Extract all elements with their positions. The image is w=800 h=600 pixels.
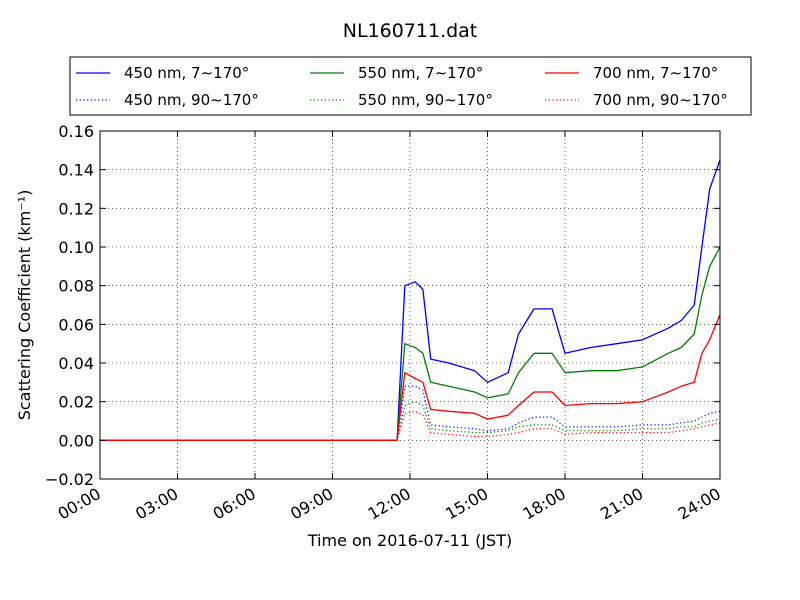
y-tick-label: 0.12	[58, 199, 94, 218]
legend: 450 nm, 7∼170° 550 nm, 7∼170° 700 nm, 7∼17…	[69, 56, 752, 116]
legend-label: 700 nm, 7∼170°	[593, 64, 718, 82]
y-tick-label: 0.16	[58, 122, 94, 141]
ticks	[99, 130, 721, 480]
series-line	[100, 385, 721, 441]
y-tick-label: 0.00	[58, 431, 94, 450]
y-tick-label: 0.14	[58, 161, 94, 180]
grid	[100, 131, 720, 479]
y-tick-label: 0.08	[58, 277, 94, 296]
x-tick-label: 03:00	[132, 484, 181, 524]
x-tick-label: 15:00	[442, 484, 491, 524]
y-tick-label: 0.04	[58, 354, 94, 373]
series-line	[100, 246, 721, 441]
series-layer	[100, 159, 721, 441]
x-tick-label: 09:00	[287, 484, 336, 524]
y-tick-labels: −0.02 0.00 0.02 0.04 0.06 0.08 0.10 0.12 0.14 0.1…	[45, 122, 94, 489]
x-axis-title: Time on 2016-07-11 (JST)	[307, 531, 512, 550]
legend-label: 450 nm, 90∼170°	[124, 91, 259, 109]
x-tick-label: 24:00	[675, 484, 724, 524]
legend-label: 450 nm, 7∼170°	[124, 64, 249, 82]
legend-label: 550 nm, 7∼170°	[358, 64, 483, 82]
x-tick-label: 06:00	[210, 484, 259, 524]
plot-area: 00:00 03:00 06:00 09:00 12:00 15:00 18:00 21:00…	[45, 122, 724, 524]
legend-label: 550 nm, 90∼170°	[358, 91, 493, 109]
y-tick-label: −0.02	[45, 470, 94, 489]
x-tick-label: 18:00	[520, 484, 569, 524]
x-tick-label: 21:00	[597, 484, 646, 524]
chart-title: NL160711.dat	[343, 20, 478, 42]
legend-label: 700 nm, 90∼170°	[593, 91, 728, 109]
y-axis-title: Scattering Coefficient (km⁻¹)	[15, 190, 34, 421]
series-line	[100, 314, 721, 441]
x-tick-labels: 00:00 03:00 06:00 09:00 12:00 15:00 18:00 21:00…	[55, 484, 724, 524]
x-tick-label: 12:00	[365, 484, 414, 524]
x-tick-label: 00:00	[55, 484, 104, 524]
series-line	[100, 410, 721, 441]
y-tick-label: 0.06	[58, 315, 94, 334]
legend-box	[69, 56, 752, 116]
y-tick-label: 0.10	[58, 238, 94, 257]
y-tick-label: 0.02	[58, 393, 94, 412]
series-line	[100, 159, 721, 441]
